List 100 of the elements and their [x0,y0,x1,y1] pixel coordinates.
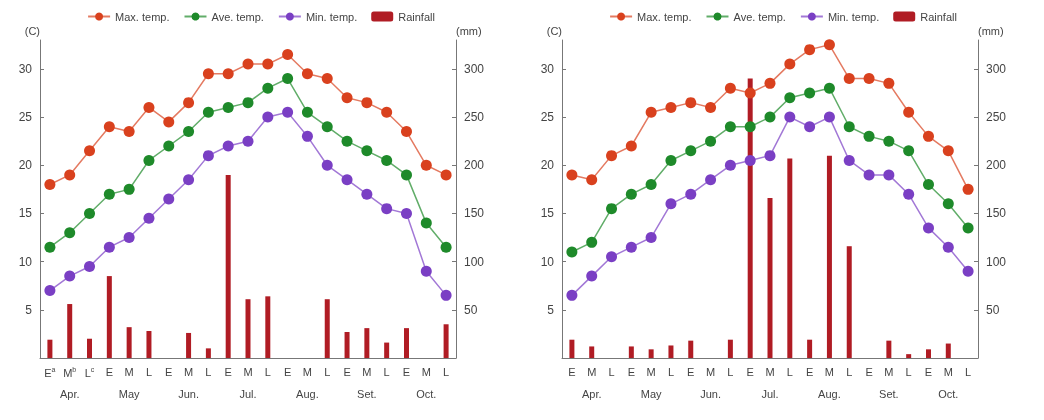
point [123,232,135,244]
point [922,222,934,234]
x-tick-label: L [786,365,793,378]
point [823,111,835,123]
y-tick-label: 30 [18,61,33,76]
x-tick-label: L [383,365,390,378]
y2-tick-label: 300 [464,61,485,76]
x-tick-label: L [608,365,615,378]
point [242,135,254,147]
point [645,106,657,118]
point [361,145,373,157]
point [420,159,432,171]
x-tick-label: M [243,365,253,378]
point [962,183,974,195]
point [183,97,195,109]
x-tick-label: L [667,365,675,378]
point [744,121,756,133]
point [804,44,816,56]
point [242,58,254,70]
point [843,154,855,166]
point [705,174,717,186]
point [123,183,135,195]
bar [443,324,449,358]
x-tick-label: M [884,365,894,378]
point [301,130,313,142]
y2-tick-label: 250 [986,110,1007,125]
point [883,77,895,89]
bar [787,158,793,358]
point [262,111,274,123]
point [282,73,294,85]
x-tick-label: E [568,365,576,378]
point [321,159,333,171]
bar [668,345,674,358]
point [606,251,618,263]
point [183,174,195,186]
point [685,188,697,200]
bar [67,304,73,358]
point [242,97,254,109]
bar [906,354,912,358]
x-tick-label: E [746,365,754,378]
y2-tick-label: 150 [464,206,485,221]
text: May [640,387,663,400]
y-tick-label: 25 [540,110,555,125]
text: Apr. [581,387,602,400]
point [863,169,875,181]
point [143,212,155,224]
point [84,260,96,272]
point [823,82,835,94]
point [64,227,76,239]
x-tick-label: M [183,365,194,378]
bar [925,349,931,358]
legend-label: Ave. temp. [211,10,264,23]
x-tick-label: L [443,365,450,378]
point [724,159,736,171]
y2-tick-label: 200 [986,158,1007,173]
point [301,106,313,118]
point [764,77,776,89]
y-axis-title: (C) [24,24,40,37]
x-tick-label: M [646,365,656,378]
x-tick-label: L [846,365,853,378]
point [883,169,895,181]
y2-tick-label: 250 [464,110,485,125]
point [903,188,915,200]
point [942,198,954,210]
point [744,154,756,166]
point [843,73,855,85]
point [665,101,677,113]
point [361,188,373,200]
point [942,241,954,253]
bar [47,339,53,358]
point [903,106,915,118]
bar [727,339,733,358]
point [883,135,895,147]
point [420,265,432,277]
point [202,106,214,118]
point [784,58,796,70]
point [64,270,76,282]
point [705,135,717,147]
point [341,135,353,147]
y-tick-label: 10 [18,254,33,269]
x-tick-label: M [705,365,716,378]
x-tick-label: M [943,365,953,378]
point [942,145,954,157]
point [724,121,736,133]
point [606,150,618,162]
x-tick-label: M [824,365,835,378]
point [962,265,974,277]
text: Set. [357,387,377,400]
text: Set. [879,387,899,400]
text: Oct. [938,387,959,400]
point [764,150,776,162]
x-tick-label: E [687,365,695,378]
point [784,92,796,104]
point [143,154,155,166]
bar [364,328,370,358]
x-tick-label: M [765,365,775,378]
y2-tick-label: 200 [464,158,485,173]
legend-label: Min. temp. [827,10,880,23]
point [685,97,697,109]
y2-axis-title: (mm) [978,24,1004,37]
